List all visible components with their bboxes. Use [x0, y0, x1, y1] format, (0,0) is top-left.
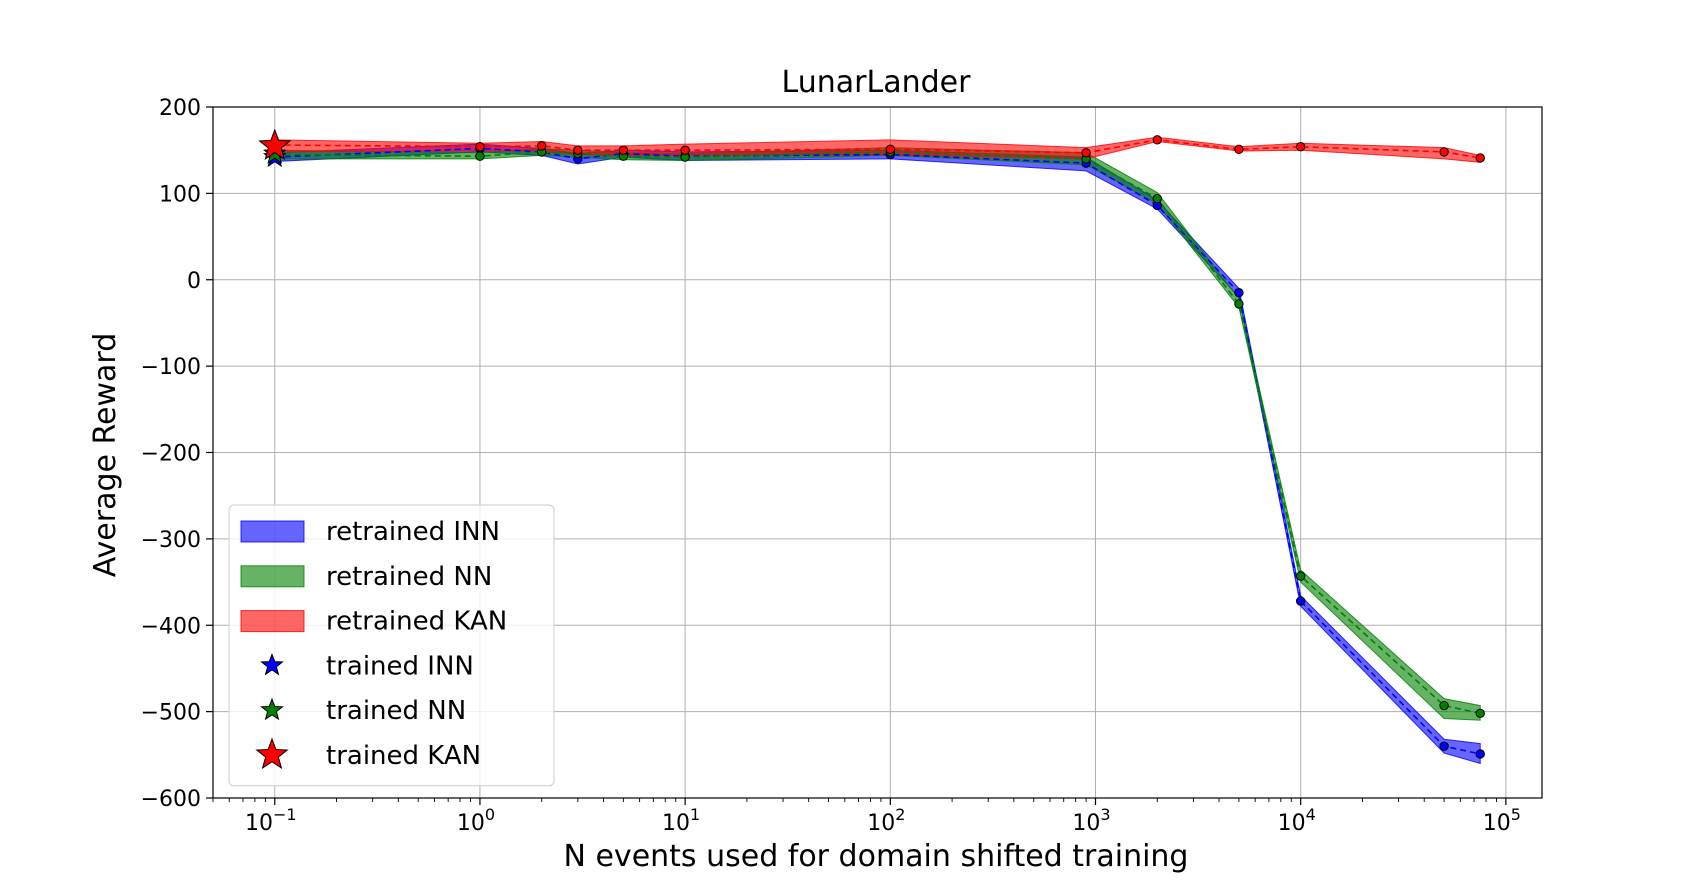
y-tick-label: −500 — [141, 701, 201, 726]
y-tick-label: −300 — [141, 528, 201, 553]
star-trained-kan — [258, 128, 292, 160]
y-tick-label: −400 — [141, 614, 201, 639]
y-axis-title: Average Reward — [88, 333, 123, 577]
point-retrained-nn — [1439, 700, 1449, 711]
point-retrained-nn — [475, 151, 485, 161]
legend-swatch-retrained-nn — [240, 565, 305, 588]
legend-star-trained-inn — [260, 652, 284, 676]
y-tick-label: −100 — [141, 355, 201, 380]
point-retrained-kan — [1234, 144, 1244, 155]
x-tick-label: 103 — [1072, 805, 1110, 836]
legend-label-trained-nn: trained NN — [326, 696, 466, 726]
x-tick-label: 100 — [457, 805, 495, 836]
point-retrained-kan — [618, 145, 629, 155]
x-axis-title: N events used for domain shifted trainin… — [564, 839, 1189, 874]
legend-label-trained-inn: trained INN — [326, 651, 474, 681]
point-retrained-inn — [1475, 749, 1485, 759]
legend-label-retrained-inn: retrained INN — [326, 517, 500, 547]
point-retrained-kan — [885, 144, 896, 155]
x-tick-label: 105 — [1483, 805, 1521, 836]
point-retrained-kan — [1081, 148, 1091, 158]
point-retrained-nn — [1295, 571, 1306, 581]
point-retrained-nn — [1152, 193, 1162, 204]
x-tick-label: 101 — [662, 805, 700, 836]
legend-label-retrained-nn: retrained NN — [326, 562, 492, 592]
point-retrained-kan — [1295, 142, 1306, 152]
y-tick-label: 0 — [187, 269, 201, 294]
legend-swatch-retrained-kan — [240, 610, 305, 633]
y-tick-label: 100 — [159, 182, 201, 207]
legend-swatch-retrained-inn — [240, 520, 305, 543]
point-retrained-kan — [573, 145, 583, 155]
point-retrained-kan — [537, 141, 547, 151]
point-retrained-kan — [475, 142, 485, 152]
point-retrained-kan — [1475, 153, 1485, 163]
chart-title: LunarLander — [782, 65, 972, 100]
legend-label-retrained-kan: retrained KAN — [326, 607, 507, 637]
point-retrained-inn — [1439, 741, 1449, 751]
point-retrained-nn — [1234, 299, 1244, 309]
x-tick-label: 102 — [867, 805, 905, 836]
y-tick-label: −600 — [141, 787, 201, 812]
point-retrained-kan — [1439, 147, 1449, 157]
axis-ticks: 10−1 100 101 102 103 104 105 200 100 0 −100 −200 −30… — [141, 96, 1521, 836]
x-tick-label: 10−1 — [245, 805, 297, 836]
point-retrained-inn — [1295, 596, 1306, 606]
legend-box — [228, 504, 555, 787]
point-retrained-kan — [1152, 135, 1162, 145]
y-tick-label: 200 — [159, 96, 201, 121]
y-tick-label: −200 — [141, 442, 201, 467]
point-retrained-inn — [1234, 288, 1244, 298]
legend-star-trained-kan — [255, 737, 289, 770]
point-retrained-kan — [680, 145, 690, 155]
x-tick-label: 104 — [1278, 805, 1316, 836]
point-retrained-nn — [1475, 708, 1485, 719]
legend-label-trained-kan: trained KAN — [326, 741, 481, 771]
legend: retrained INN retrained NN retrained KAN tr… — [228, 504, 555, 787]
legend-star-trained-nn — [260, 697, 284, 721]
reference-stars — [258, 128, 292, 168]
